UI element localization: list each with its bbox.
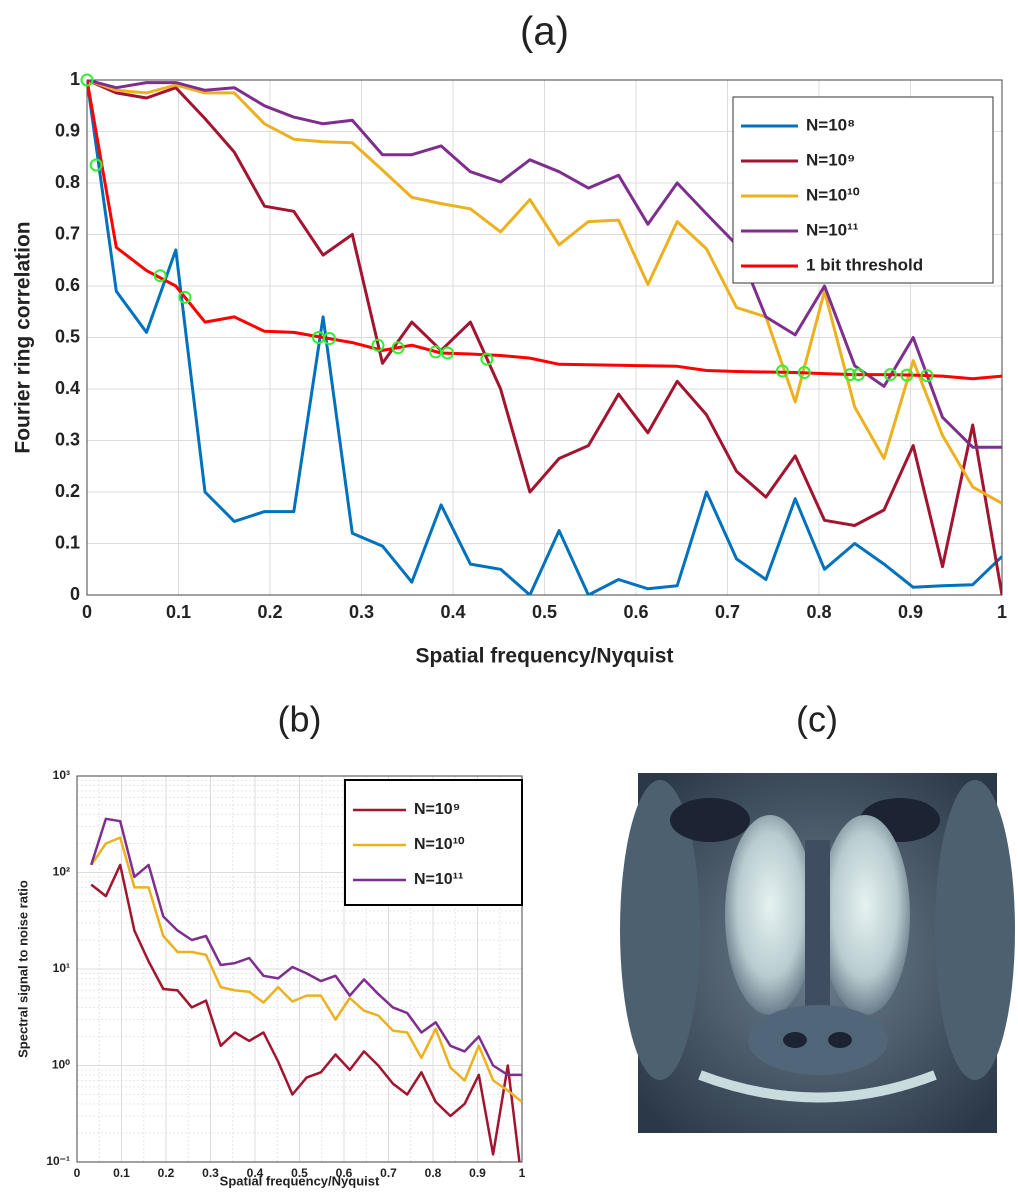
series-line	[90, 817, 522, 1077]
legend-label: N=10¹⁰	[806, 185, 860, 204]
series-group	[87, 80, 1002, 595]
nose-ridge	[805, 840, 830, 1020]
y-tick-label: 0.3	[55, 429, 80, 449]
legend-label: N=10⁸	[806, 115, 855, 134]
x-tick-label: 0.3	[349, 602, 374, 622]
fur-left	[620, 780, 700, 1080]
crossing-marker	[89, 158, 103, 172]
x-tick-label: 0.9	[898, 602, 923, 622]
x-tick-label: 0.9	[469, 1166, 486, 1180]
y-tick-label: 10⁻¹	[46, 1154, 70, 1168]
series-line	[87, 80, 1002, 505]
nostril-right	[828, 1032, 852, 1048]
crossing-marker	[178, 290, 192, 304]
y-axis-label: Spectral signal to noise ratio	[15, 880, 30, 1058]
series-line	[87, 80, 1002, 381]
legend-label: N=10⁹	[806, 150, 855, 169]
crossing-marker	[775, 364, 789, 378]
crossing-marker	[480, 352, 494, 366]
crossing-marker	[153, 269, 167, 283]
mouth	[698, 1070, 937, 1103]
axes-frame	[76, 775, 523, 1163]
x-tick-label: 0.1	[166, 602, 191, 622]
series-group	[90, 817, 522, 1162]
x-tick-label: 0.5	[291, 1166, 308, 1180]
legend-box	[344, 779, 523, 906]
crossing-marker	[851, 368, 865, 382]
cheek-left	[725, 815, 815, 1015]
x-tick-label: 0.2	[257, 602, 282, 622]
y-axis-label: Fourier ring correlation	[12, 221, 35, 453]
legend-box	[732, 96, 994, 284]
crossing-marker	[920, 369, 934, 383]
image-title: (c)	[796, 699, 838, 740]
y-tick-label: 0.1	[55, 532, 80, 552]
axes-frame	[86, 79, 1003, 596]
panel-c-image: (c)	[620, 699, 1015, 1133]
y-tick-label: 1	[70, 69, 80, 89]
y-tick-label: 0.4	[55, 378, 80, 398]
x-tick-label: 0.5	[532, 602, 557, 622]
crossing-marker	[391, 341, 405, 355]
series-line	[87, 80, 1002, 595]
x-tick-label: 0.1	[113, 1166, 130, 1180]
chart-title: (b)	[278, 699, 322, 740]
crossing-marker	[80, 73, 94, 87]
y-tick-label: 10¹	[53, 961, 70, 975]
y-tick-label: 10³	[53, 768, 70, 782]
cheek-right	[820, 815, 910, 1015]
x-tick-label: 0.6	[336, 1166, 353, 1180]
x-tick-label: 1	[997, 602, 1007, 622]
x-axis-label: Spatial frequency/Nyquist	[220, 1173, 380, 1188]
y-tick-label: 0.7	[55, 223, 80, 243]
fur-right	[935, 780, 1015, 1080]
crossing-marker	[371, 338, 385, 352]
legend-label: N=10¹¹	[806, 220, 859, 239]
series-line	[87, 80, 1002, 449]
crossing-marker	[900, 368, 914, 382]
legend-label: N=10¹¹	[414, 871, 463, 888]
legend-label: N=10¹⁰	[414, 836, 465, 853]
x-tick-label: 0.8	[425, 1166, 442, 1180]
legend-label: N=10⁹	[414, 801, 460, 818]
y-tick-label: 10⁰	[52, 1058, 70, 1072]
series-line	[90, 836, 522, 1103]
crossing-marker	[441, 346, 455, 360]
eye-left	[670, 798, 750, 842]
legend-label: 1 bit threshold	[806, 255, 923, 274]
crossing-marker	[883, 368, 897, 382]
x-tick-label: 0.8	[806, 602, 831, 622]
crossing-marker	[797, 366, 811, 380]
y-tick-label: 0	[70, 584, 80, 604]
x-tick-label: 0	[74, 1166, 81, 1180]
crossing-marker	[322, 332, 336, 346]
chart-title: (a)	[520, 10, 569, 54]
x-tick-label: 0.4	[247, 1166, 264, 1180]
crossing-marker	[843, 368, 857, 382]
y-tick-label: 0.5	[55, 326, 80, 346]
y-tick-label: 0.8	[55, 172, 80, 192]
x-tick-label: 1	[519, 1166, 526, 1180]
x-tick-label: 0.4	[440, 602, 465, 622]
y-tick-label: 0.6	[55, 275, 80, 295]
x-tick-label: 0.7	[715, 602, 740, 622]
x-tick-label: 0.7	[380, 1166, 397, 1180]
series-line	[90, 863, 521, 1162]
x-tick-label: 0.6	[623, 602, 648, 622]
x-tick-label: 0	[82, 602, 92, 622]
y-tick-label: 0.2	[55, 481, 80, 501]
y-tick-label: 0.9	[55, 120, 80, 140]
series-line	[87, 80, 1002, 595]
nostril-left	[783, 1032, 807, 1048]
y-tick-label: 10²	[53, 865, 70, 879]
x-tick-label: 0.3	[202, 1166, 219, 1180]
x-axis-label: Spatial frequency/Nyquist	[416, 645, 674, 668]
muzzle	[748, 1005, 888, 1075]
x-tick-label: 0.2	[158, 1166, 175, 1180]
